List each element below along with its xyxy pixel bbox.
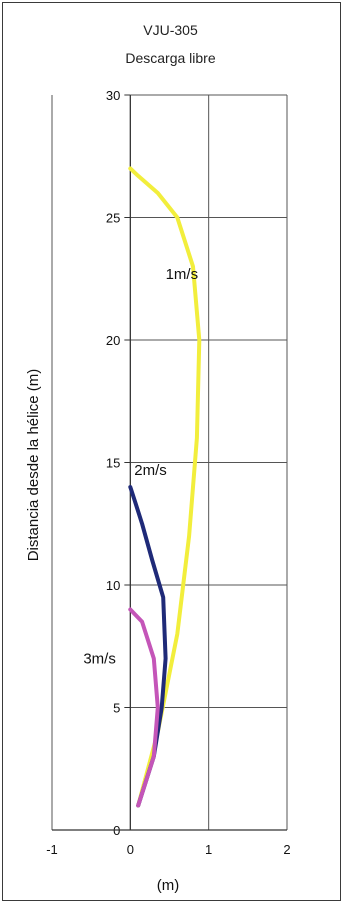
series-label: 3m/s xyxy=(83,650,116,667)
series-line-1m-s xyxy=(128,166,202,808)
x-tick-label: 0 xyxy=(127,842,134,857)
y-tick-label: 15 xyxy=(106,456,120,471)
x-tick-label: 2 xyxy=(283,842,290,857)
y-tick-label: 20 xyxy=(106,333,120,348)
series-line-3m-s xyxy=(128,607,160,808)
y-tick-label: 30 xyxy=(106,88,120,103)
y-tick-label: 10 xyxy=(106,578,120,593)
x-axis-title: (m) xyxy=(157,877,180,894)
chart-subtitle: Descarga libre xyxy=(125,50,216,66)
y-tick-label: 25 xyxy=(106,211,120,226)
series-label: 2m/s xyxy=(134,462,167,479)
chart-frame xyxy=(2,2,341,901)
series-label: 1m/s xyxy=(166,266,199,283)
x-tick-label: -1 xyxy=(46,842,58,857)
x-tick-label: 1 xyxy=(205,842,212,857)
series-layer xyxy=(128,166,202,808)
axis-layer: -1012051015202530 xyxy=(46,88,290,857)
y-axis-title: Distancia desde la hélice (m) xyxy=(25,369,42,562)
chart-title: VJU-305 xyxy=(143,22,198,38)
y-tick-label: 5 xyxy=(113,701,120,716)
label-layer: 1m/s 2m/s 3m/s xyxy=(83,266,198,668)
